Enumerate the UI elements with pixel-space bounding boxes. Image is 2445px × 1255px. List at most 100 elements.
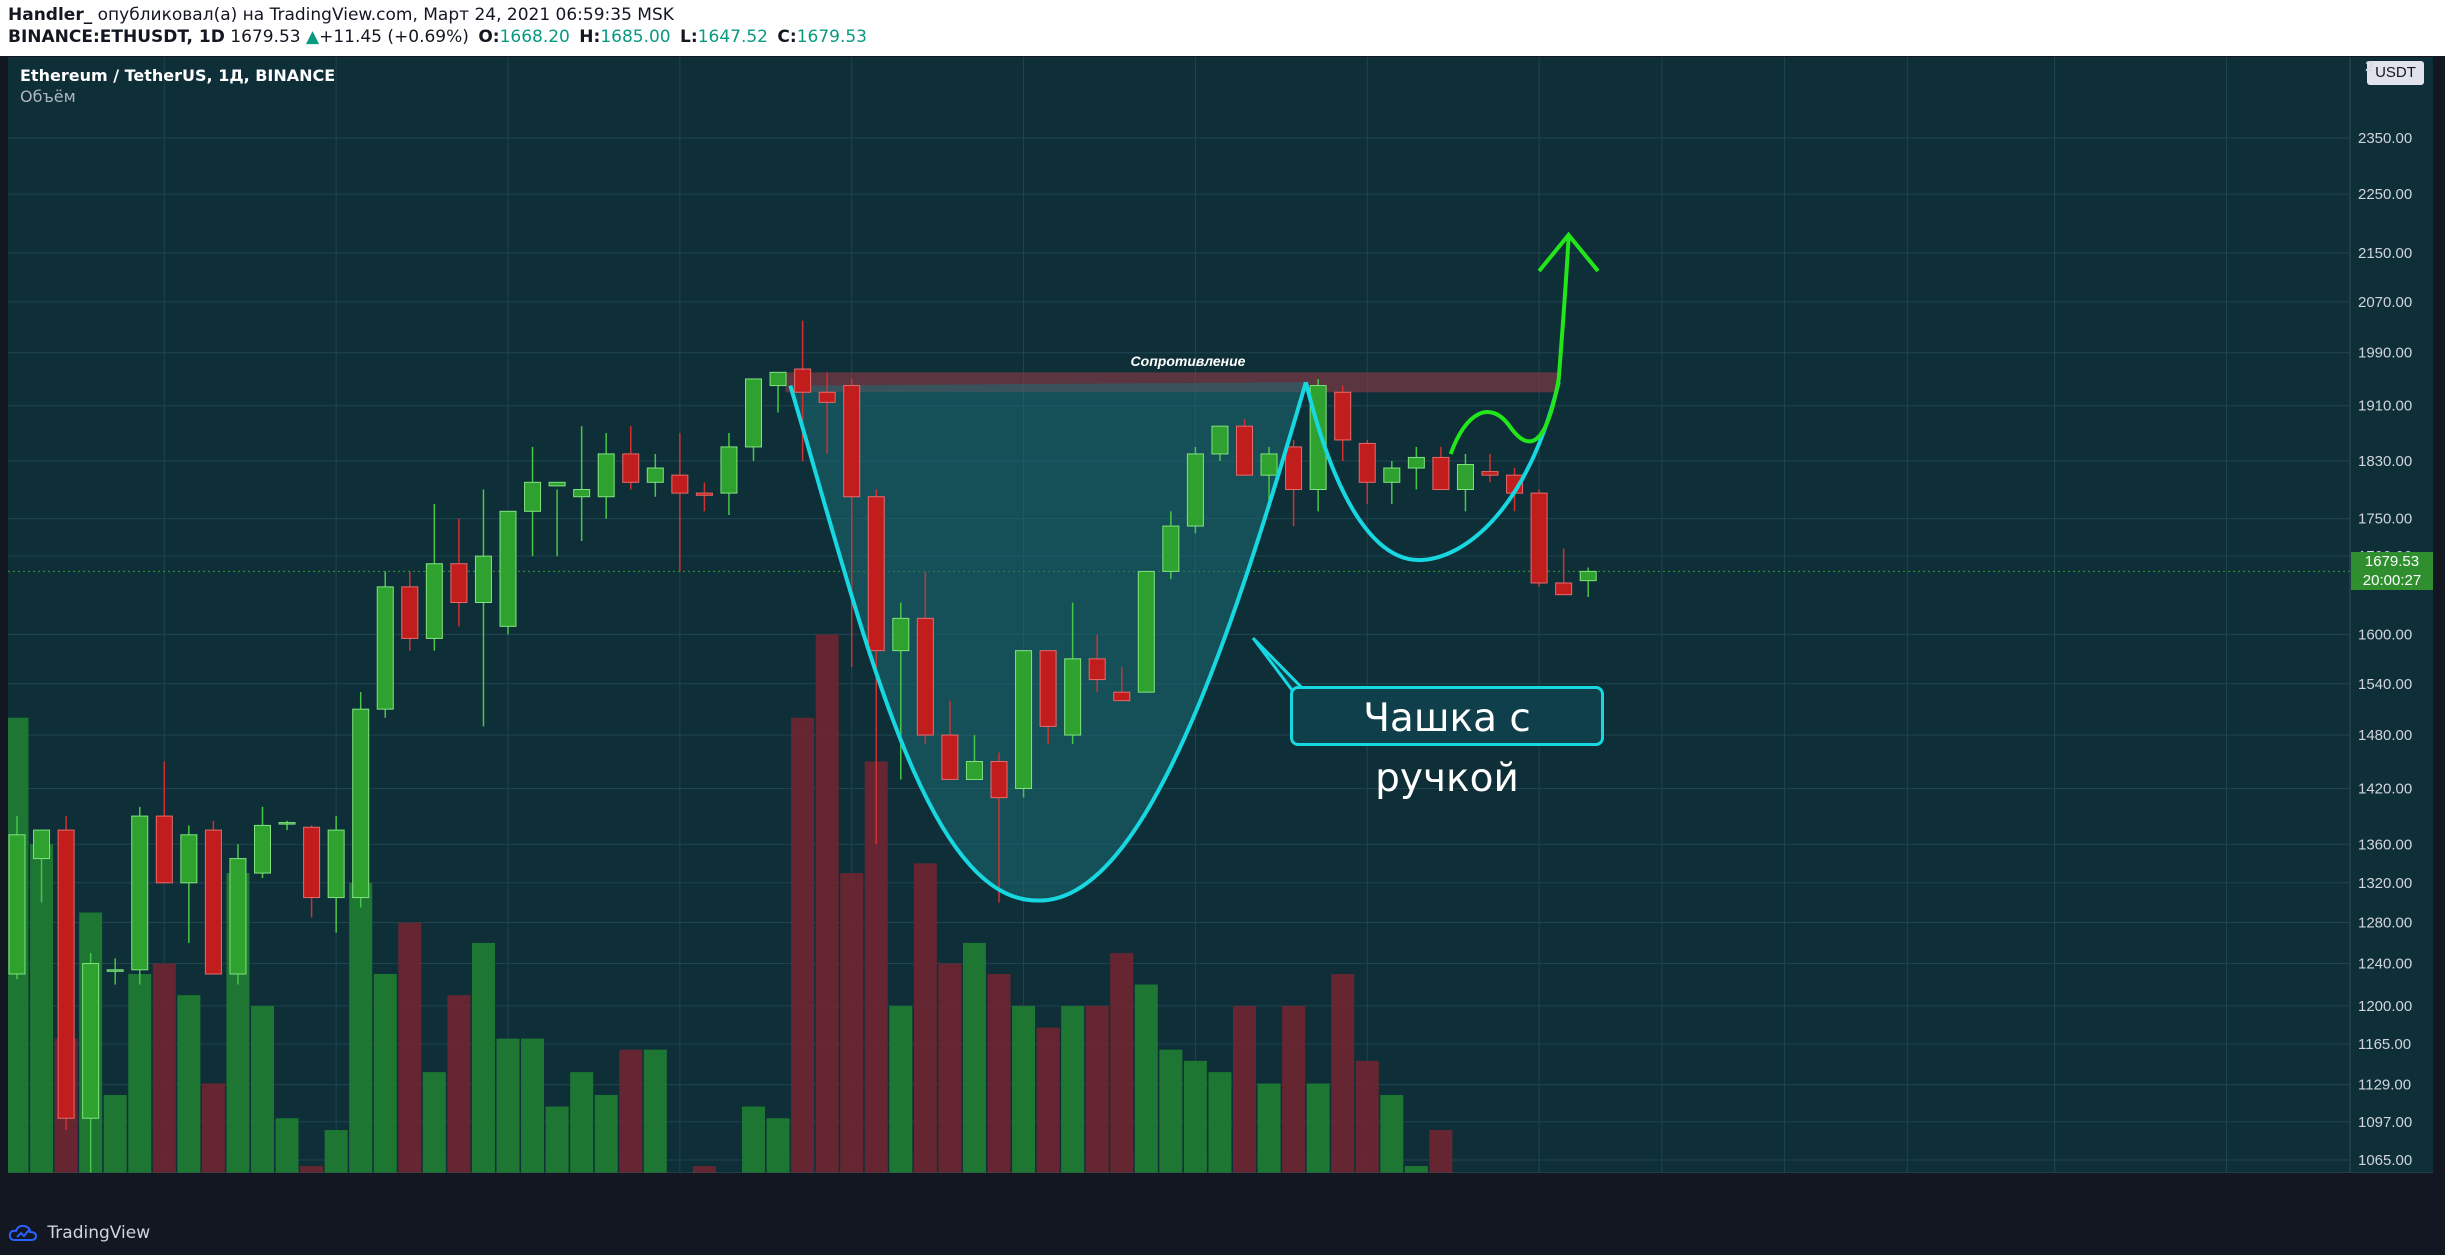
legend-title[interactable]: Ethereum / TetherUS, 1Д, BINANCE — [20, 66, 336, 85]
candle-body[interactable] — [695, 492, 713, 496]
candle-body[interactable] — [425, 563, 443, 639]
candle-body[interactable] — [1015, 650, 1033, 790]
candle-body[interactable] — [1530, 492, 1548, 584]
candle-body[interactable] — [401, 586, 419, 639]
candle-body[interactable] — [1186, 453, 1204, 527]
candle-body[interactable] — [769, 371, 787, 387]
candle-body[interactable] — [499, 510, 517, 627]
author-name[interactable]: Handler_ — [8, 5, 93, 25]
candle-body[interactable] — [180, 834, 198, 884]
candle-body[interactable] — [671, 474, 689, 494]
price-tick-label: 1320.00 — [2358, 875, 2412, 892]
volume-bar — [1061, 1005, 1085, 1173]
candle-body[interactable] — [1113, 691, 1131, 702]
candles[interactable] — [8, 320, 1597, 1173]
volume-bar — [1012, 1005, 1036, 1173]
candle-body[interactable] — [1579, 570, 1597, 582]
volume-bar — [1036, 1027, 1060, 1173]
candle-body[interactable] — [204, 829, 222, 975]
candle-body[interactable] — [352, 708, 370, 899]
candle-body[interactable] — [33, 829, 51, 860]
chart-area[interactable]: 1065.00 1097.00 1129.00 1165.00 1200.00 1240.… — [8, 57, 2433, 1173]
price-axis[interactable]: 1065.00 1097.00 1129.00 1165.00 1200.00 1240.… — [2358, 130, 2412, 1169]
candle-body[interactable] — [646, 467, 664, 483]
candle-body[interactable] — [229, 858, 247, 975]
candle-body[interactable] — [106, 969, 124, 972]
breakout-arrow[interactable] — [1448, 237, 1571, 455]
volume-bar — [643, 1049, 667, 1173]
candle-body[interactable] — [1334, 391, 1352, 441]
candle-body[interactable] — [1407, 456, 1425, 469]
candle-body[interactable] — [916, 617, 934, 736]
tradingview-logo[interactable]: TradingView — [8, 1223, 150, 1243]
drawing-lines[interactable] — [788, 231, 1600, 903]
publication-header: Handler_ опубликовал(а) на TradingView.c… — [0, 0, 2445, 56]
candle-body[interactable] — [1137, 570, 1155, 693]
candle-body[interactable] — [892, 617, 910, 652]
candle-body[interactable] — [843, 385, 861, 498]
candle-body[interactable] — [1236, 425, 1253, 476]
current-price-tag: 1679.53 20:00:27 — [2351, 552, 2433, 590]
candle-body[interactable] — [1456, 463, 1474, 490]
candle-body[interactable] — [1162, 525, 1180, 572]
candle-body[interactable] — [376, 586, 394, 710]
volume-bar — [373, 973, 397, 1173]
price-tick-label: 2150.00 — [2358, 245, 2412, 262]
cup-curve[interactable] — [788, 381, 1308, 903]
candle-body[interactable] — [1555, 582, 1573, 596]
pattern-callout[interactable]: Чашка с ручкой — [1290, 686, 1604, 801]
high-value: 1685.00 — [600, 27, 671, 47]
volume-bar — [1306, 1083, 1330, 1173]
volume-bar — [840, 873, 864, 1173]
candle-body[interactable] — [1260, 453, 1278, 476]
candle-body[interactable] — [278, 822, 296, 825]
candle-body[interactable] — [131, 815, 149, 971]
price-tick-label: 1600.00 — [2358, 626, 2412, 643]
handle-curve[interactable] — [1303, 381, 1561, 562]
candle-body[interactable] — [1383, 467, 1401, 483]
candle-body[interactable] — [82, 963, 100, 1119]
symbol-label: BINANCE:ETHUSDT, 1D — [8, 27, 225, 47]
candle-body[interactable] — [450, 563, 468, 604]
candle-body[interactable] — [254, 824, 271, 874]
currency-badge[interactable]: USDT — [2367, 61, 2424, 85]
candle-body[interactable] — [8, 834, 26, 975]
candle-body[interactable] — [1285, 446, 1303, 490]
price-tick-label: 1750.00 — [2358, 511, 2412, 528]
close-label: C: — [777, 27, 797, 47]
candle-body[interactable] — [867, 496, 885, 652]
candle-body[interactable] — [965, 761, 983, 780]
candle-body[interactable] — [720, 446, 738, 494]
candle-body[interactable] — [524, 481, 542, 512]
volume-bars — [8, 634, 1453, 1173]
candle-body[interactable] — [548, 481, 566, 487]
candle-body[interactable] — [622, 453, 640, 483]
candle-body[interactable] — [1481, 471, 1499, 476]
candle-body[interactable] — [303, 826, 321, 899]
candle-body[interactable] — [155, 815, 173, 884]
open-label: O: — [478, 27, 500, 47]
price-tick-label: 1165.00 — [2358, 1036, 2411, 1053]
candle-body[interactable] — [745, 378, 762, 448]
volume-indicator-label[interactable]: Объём — [20, 87, 76, 106]
candle-body[interactable] — [818, 391, 836, 403]
volume-bar — [300, 1166, 324, 1173]
candle-body[interactable] — [597, 453, 615, 498]
price-chart[interactable]: 1065.00 1097.00 1129.00 1165.00 1200.00 1240.… — [8, 57, 2433, 1173]
volume-bar — [913, 863, 937, 1173]
candle-body[interactable] — [57, 829, 75, 1119]
candle-body[interactable] — [1088, 658, 1106, 681]
candle-body[interactable] — [327, 829, 345, 899]
candle-body[interactable] — [474, 555, 492, 604]
candle-body[interactable] — [1211, 425, 1229, 455]
candle-body[interactable] — [990, 761, 1008, 799]
candle-body[interactable] — [1358, 442, 1376, 483]
volume-bar — [570, 1072, 594, 1173]
candle-body[interactable] — [1039, 650, 1057, 727]
candle-body[interactable] — [941, 734, 959, 780]
candle-body[interactable] — [794, 368, 812, 393]
candle-body[interactable] — [573, 488, 591, 498]
candle-body[interactable] — [1432, 456, 1450, 490]
candle-body[interactable] — [1064, 658, 1082, 736]
volume-bar — [1282, 1005, 1306, 1173]
